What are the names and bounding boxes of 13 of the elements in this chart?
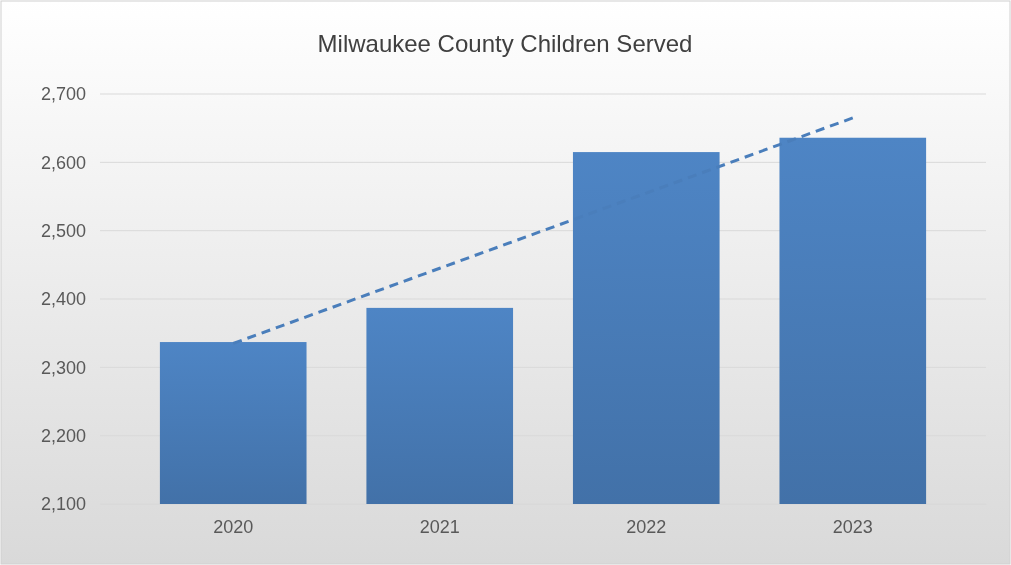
line-series (231, 116, 855, 345)
y-tick-label: 2,300 (40, 357, 86, 378)
y-tick-label: 2,400 (40, 289, 86, 310)
y-tick-label: 2,100 (40, 494, 86, 515)
x-tick-label: 2022 (626, 516, 667, 537)
x-tick-label: 2023 (832, 516, 873, 537)
y-tick-label: 2,500 (40, 220, 86, 241)
y-tick-label: 2,700 (40, 84, 86, 105)
x-tick-label: 2020 (213, 516, 254, 537)
chart-title: Milwaukee County Children Served (317, 30, 693, 57)
y-tick-label: 2,600 (40, 152, 86, 173)
x-tick-label: 2021 (419, 516, 460, 537)
y-tick-label: 2,200 (40, 425, 86, 446)
